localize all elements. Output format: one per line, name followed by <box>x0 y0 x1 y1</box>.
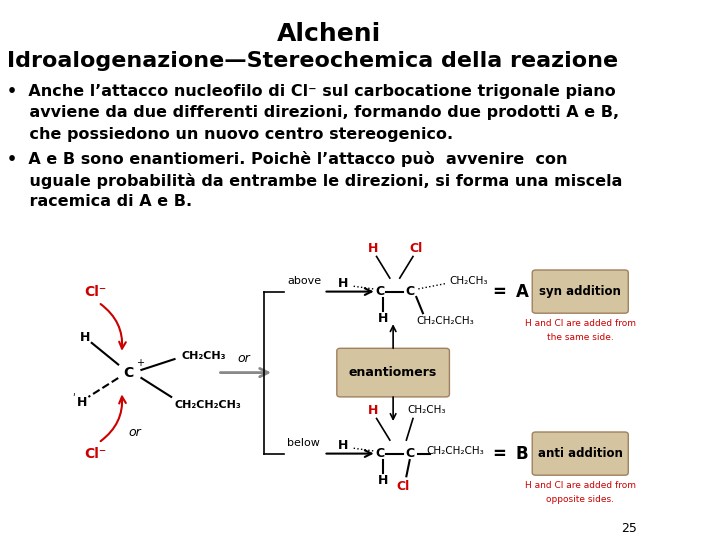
Text: Idroalogenazione—Stereochemica della reazione: Idroalogenazione—Stereochemica della rea… <box>6 51 618 71</box>
FancyArrowPatch shape <box>390 326 396 348</box>
FancyArrowPatch shape <box>101 396 126 441</box>
Text: or: or <box>238 352 251 365</box>
Text: •  Anche l’attacco nucleofilo di Cl⁻ sul carbocatione trigonale piano: • Anche l’attacco nucleofilo di Cl⁻ sul … <box>6 84 616 99</box>
Text: Cl⁻: Cl⁻ <box>84 285 106 299</box>
FancyArrowPatch shape <box>390 397 396 419</box>
Text: uguale probabilità da entrambe le direzioni, si forma una miscela: uguale probabilità da entrambe le direzi… <box>6 173 622 189</box>
Text: H: H <box>368 242 379 255</box>
Text: H: H <box>76 396 87 409</box>
Text: H and Cl are added from: H and Cl are added from <box>525 320 636 328</box>
Text: or: or <box>128 426 141 438</box>
FancyArrowPatch shape <box>326 450 372 457</box>
FancyBboxPatch shape <box>532 270 629 313</box>
Text: C: C <box>405 447 414 460</box>
Text: CH₂CH₃: CH₂CH₃ <box>449 276 488 286</box>
Text: ʹ: ʹ <box>73 394 75 403</box>
Text: above: above <box>287 276 321 286</box>
Text: C: C <box>375 285 384 298</box>
Text: H: H <box>378 312 388 325</box>
FancyArrowPatch shape <box>220 368 268 377</box>
Text: H: H <box>378 474 388 487</box>
Text: CH₂CH₂CH₃: CH₂CH₂CH₃ <box>174 400 241 410</box>
Text: che possiedono un nuovo centro stereogenico.: che possiedono un nuovo centro stereogen… <box>6 127 453 142</box>
Text: CH₂CH₂CH₃: CH₂CH₂CH₃ <box>426 446 484 456</box>
Text: CH₂CH₃: CH₂CH₃ <box>407 406 446 415</box>
Text: Alcheni: Alcheni <box>276 22 381 45</box>
Text: avviene da due differenti direzioni, formando due prodotti A e B,: avviene da due differenti direzioni, for… <box>6 105 618 120</box>
Text: anti addition: anti addition <box>538 447 623 460</box>
Text: C: C <box>405 285 414 298</box>
Text: below: below <box>287 438 320 448</box>
Text: H: H <box>368 404 379 417</box>
Text: enantiomers: enantiomers <box>349 366 437 379</box>
Text: •  A e B sono enantiomeri. Poichè l’attacco può  avvenire  con: • A e B sono enantiomeri. Poichè l’attac… <box>6 151 567 167</box>
Text: H: H <box>80 331 90 344</box>
Text: =: = <box>492 282 506 301</box>
FancyBboxPatch shape <box>337 348 449 397</box>
Text: syn addition: syn addition <box>539 285 621 298</box>
Text: H and Cl are added from: H and Cl are added from <box>525 482 636 490</box>
Text: H: H <box>338 439 348 452</box>
Text: opposite sides.: opposite sides. <box>546 495 614 504</box>
Text: racemica di A e B.: racemica di A e B. <box>6 194 192 210</box>
Text: CH₂CH₂CH₃: CH₂CH₂CH₃ <box>416 316 474 326</box>
Text: C: C <box>375 447 384 460</box>
FancyArrowPatch shape <box>326 288 372 295</box>
Text: Cl⁻: Cl⁻ <box>84 447 106 461</box>
Text: the same side.: the same side. <box>547 333 613 342</box>
FancyArrowPatch shape <box>101 304 126 349</box>
Text: 25: 25 <box>621 522 637 535</box>
Text: +: + <box>136 358 144 368</box>
Text: A: A <box>516 282 528 301</box>
Text: B: B <box>516 444 528 463</box>
Text: C: C <box>123 366 133 380</box>
Text: H: H <box>338 277 348 290</box>
Text: =: = <box>492 444 506 463</box>
FancyBboxPatch shape <box>532 432 629 475</box>
Text: Cl: Cl <box>397 480 410 492</box>
Text: CH₂CH₃: CH₂CH₃ <box>181 352 225 361</box>
Text: Cl: Cl <box>410 242 423 255</box>
